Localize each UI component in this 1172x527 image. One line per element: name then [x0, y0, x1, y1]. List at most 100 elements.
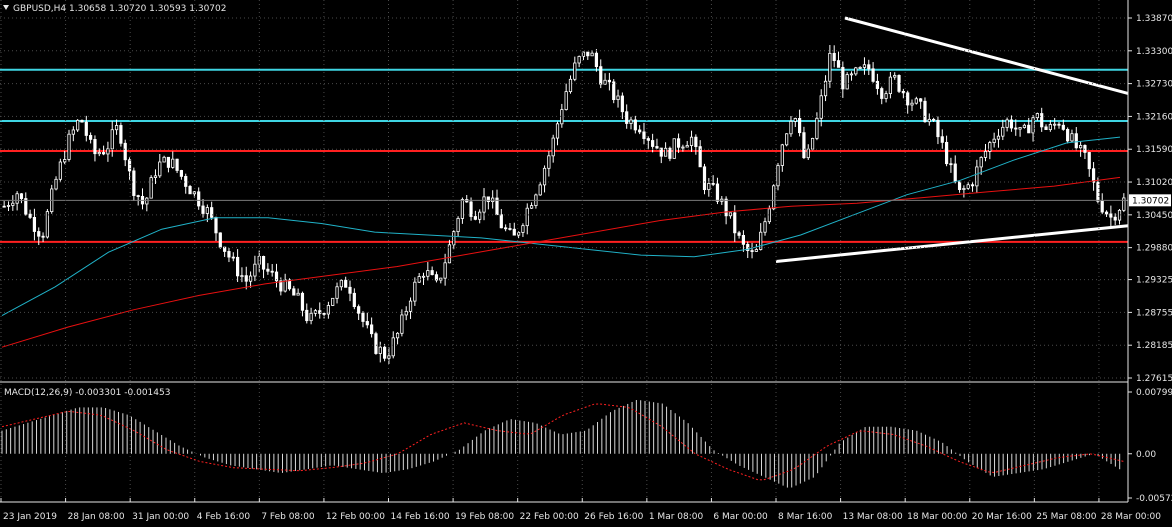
candle-body	[166, 156, 171, 168]
candle-body	[707, 183, 711, 191]
candle-body	[473, 216, 477, 220]
price-tag-box	[1129, 194, 1171, 207]
x-tick-label: 26 Feb 16:00	[584, 512, 643, 522]
candle-body	[352, 292, 356, 308]
candle-body	[127, 159, 132, 172]
candle-body	[400, 314, 404, 334]
candle-body	[646, 138, 650, 141]
candle-body	[828, 52, 832, 82]
x-tick-label: 12 Feb 00:00	[326, 512, 385, 522]
dropdown-triangle-icon[interactable]	[3, 5, 9, 10]
candle-body	[508, 228, 512, 230]
candle-body	[750, 250, 754, 252]
candle-body	[162, 156, 166, 163]
candle-body	[179, 170, 184, 177]
candle-body	[836, 60, 841, 68]
candle-body	[1079, 145, 1083, 149]
candle-body	[292, 288, 296, 296]
candle-body	[668, 147, 672, 159]
candle-body	[789, 121, 793, 135]
candle-body	[988, 142, 992, 152]
candle-body	[979, 157, 983, 168]
candle-body	[1027, 124, 1031, 134]
candle-body	[944, 141, 949, 165]
candle-body	[815, 117, 819, 139]
candle-body	[780, 144, 784, 166]
candle-body	[374, 333, 378, 354]
candle-body	[919, 98, 923, 102]
candle-body	[2, 205, 6, 208]
candle-body	[15, 193, 19, 204]
symbol-header: GBPUSD,H4 1.30658 1.30720 1.30593 1.3070…	[13, 4, 226, 14]
macd-panel[interactable]	[1, 399, 1125, 488]
candle-body	[620, 95, 624, 113]
candle-body	[1044, 126, 1048, 130]
candle-body	[97, 152, 101, 155]
candle-body	[287, 279, 292, 290]
candle-body	[875, 80, 880, 89]
candle-body	[19, 193, 24, 199]
candle-body	[1022, 124, 1027, 128]
candle-body	[633, 119, 637, 131]
candle-body	[776, 165, 780, 187]
candle-body	[880, 88, 884, 99]
candle-body	[901, 90, 905, 94]
candle-body	[67, 133, 71, 160]
candle-body	[1100, 200, 1104, 213]
candle-body	[456, 218, 460, 233]
candle-body	[754, 249, 758, 252]
candle-body	[953, 163, 957, 183]
candle-body	[547, 155, 551, 169]
candle-body	[344, 279, 348, 288]
candle-body	[387, 355, 391, 359]
y-tick-label: 1.33300	[1136, 47, 1172, 57]
candle-body	[58, 161, 62, 180]
candle-body	[80, 119, 84, 123]
candle-body	[24, 198, 28, 215]
candle-body	[348, 286, 352, 294]
y-tick-label: 1.29325	[1136, 276, 1172, 286]
x-tick-label: 13 Mar 08:00	[843, 512, 903, 522]
candle-body	[119, 125, 123, 144]
candle-body	[957, 181, 962, 190]
y-tick-label: 1.28185	[1136, 341, 1172, 351]
trendline[interactable]	[775, 224, 1129, 263]
candle-body	[910, 102, 914, 106]
x-tick-label: 1 Mar 08:00	[649, 512, 704, 522]
candle-body	[1113, 216, 1117, 221]
candle-body	[689, 136, 694, 146]
x-tick-label: 28 Jan 08:00	[68, 512, 125, 522]
candle-body	[248, 275, 253, 282]
candle-body	[114, 125, 119, 131]
y-tick-label: 1.32730	[1136, 80, 1172, 90]
candle-body	[1040, 113, 1044, 128]
candle-body	[659, 147, 663, 157]
candle-body	[772, 185, 776, 210]
candle-body	[391, 337, 395, 357]
candle-body	[1057, 123, 1061, 126]
candle-body	[888, 76, 892, 95]
candle-body	[261, 255, 266, 270]
candle-body	[914, 98, 918, 104]
candle-body	[1066, 128, 1070, 142]
candle-body	[573, 62, 577, 80]
candle-body	[184, 176, 188, 187]
candle-body	[759, 231, 763, 250]
candle-body	[525, 207, 529, 227]
trendline[interactable]	[844, 16, 1129, 95]
candle-body	[326, 305, 330, 315]
candle-body	[253, 263, 257, 277]
candle-body	[421, 275, 426, 278]
price-panel[interactable]: 1.30702	[0, 16, 1171, 364]
candle-body	[270, 270, 274, 273]
candle-body	[962, 188, 966, 190]
candle-body	[698, 146, 702, 168]
candle-body	[11, 202, 15, 206]
candle-body	[1074, 133, 1078, 149]
candle-body	[655, 146, 659, 149]
x-tick-label: 7 Feb 08:00	[261, 512, 315, 522]
candle-body	[201, 205, 205, 214]
candle-body	[1035, 113, 1039, 119]
candle-body	[430, 270, 434, 276]
